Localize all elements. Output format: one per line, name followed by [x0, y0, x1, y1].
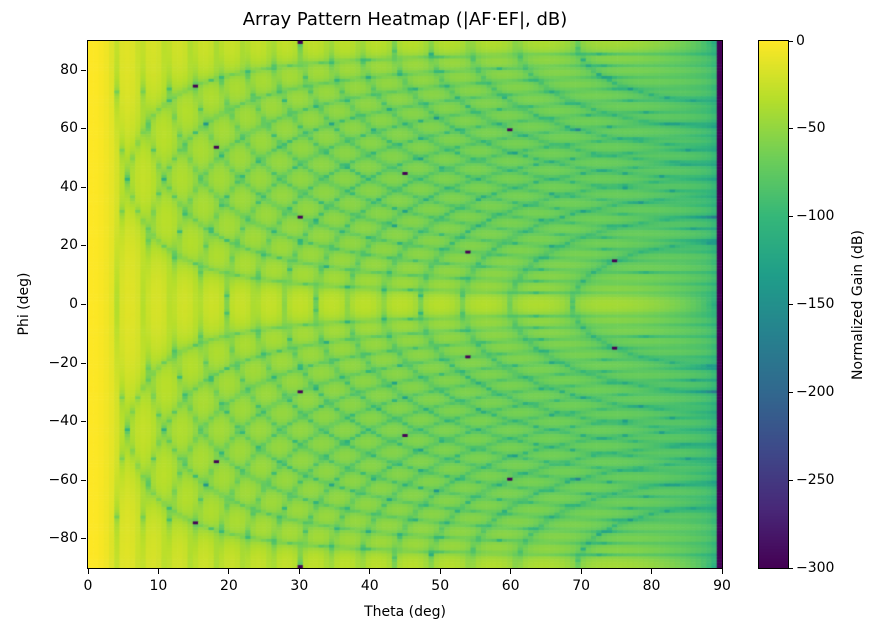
x-tick-label: 60 — [501, 578, 520, 594]
y-axis-label: Phi (deg) — [16, 272, 32, 336]
x-tick-mark — [298, 569, 300, 574]
y-tick-mark — [81, 69, 86, 71]
colorbar-tick-label: −300 — [796, 559, 835, 576]
x-tick-mark — [580, 569, 582, 574]
y-tick-mark — [81, 128, 86, 130]
y-tick-label: −80 — [48, 530, 78, 547]
x-tick-mark — [87, 569, 89, 574]
colorbar-tick-label: −100 — [796, 208, 835, 225]
y-tick-label: −40 — [48, 413, 78, 430]
y-tick-mark — [81, 421, 86, 423]
x-tick-label: 50 — [431, 578, 450, 594]
y-tick-label: 80 — [60, 61, 78, 78]
colorbar-tick-mark — [789, 216, 793, 218]
y-tick-label: −60 — [48, 471, 78, 488]
x-tick-label: 80 — [642, 578, 661, 594]
x-tick-label: 30 — [290, 578, 309, 594]
chart-title: Array Pattern Heatmap (|AF·EF|, dB) — [242, 9, 568, 30]
x-tick-mark — [369, 569, 371, 574]
y-tick-mark — [81, 186, 86, 188]
colorbar-tick-mark — [789, 128, 793, 130]
x-tick-label: 40 — [360, 578, 379, 594]
colorbar-tick-mark — [789, 304, 793, 305]
y-tick-label: 20 — [60, 237, 78, 254]
y-tick-mark — [81, 362, 86, 364]
y-tick-label: −20 — [48, 354, 78, 371]
x-tick-mark — [157, 569, 159, 574]
y-tick-mark — [81, 538, 86, 540]
x-tick-label: 0 — [83, 578, 93, 594]
colorbar-tick-label: 0 — [796, 32, 805, 49]
colorbar-tick-label: −150 — [796, 296, 835, 312]
plot-area — [87, 40, 723, 569]
x-tick-mark — [228, 569, 230, 574]
x-tick-mark — [510, 569, 512, 574]
y-tick-label: 60 — [60, 120, 78, 137]
x-tick-label: 70 — [572, 578, 591, 594]
colorbar-tick-mark — [789, 567, 793, 569]
x-tick-mark — [651, 569, 653, 574]
x-tick-mark — [439, 569, 441, 574]
colorbar-tick-label: −250 — [796, 471, 835, 488]
y-tick-mark — [81, 304, 86, 305]
heatmap-canvas — [88, 41, 722, 568]
colorbar-label: Normalized Gain (dB) — [850, 230, 866, 380]
y-tick-label: 0 — [69, 296, 78, 312]
colorbar-tick-label: −200 — [796, 383, 835, 400]
colorbar — [758, 40, 789, 569]
x-tick-label: 10 — [149, 578, 168, 594]
y-tick-mark — [81, 479, 86, 481]
colorbar-tick-mark — [789, 40, 793, 42]
colorbar-canvas — [759, 41, 788, 568]
x-tick-label: 20 — [219, 578, 238, 594]
x-axis-label: Theta (deg) — [364, 604, 446, 620]
x-tick-label: 90 — [713, 578, 731, 594]
y-tick-label: 40 — [60, 178, 78, 195]
x-tick-mark — [721, 569, 723, 574]
colorbar-tick-mark — [789, 479, 793, 481]
colorbar-tick-mark — [789, 391, 793, 393]
y-tick-mark — [81, 245, 86, 247]
colorbar-tick-label: −50 — [796, 120, 826, 137]
